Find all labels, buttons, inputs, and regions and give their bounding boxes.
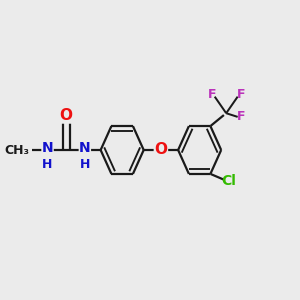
- Text: O: O: [60, 108, 73, 123]
- Text: Cl: Cl: [222, 174, 236, 188]
- Text: H: H: [42, 158, 53, 171]
- Text: F: F: [208, 88, 216, 101]
- Text: F: F: [237, 88, 245, 101]
- Text: CH₃: CH₃: [4, 143, 29, 157]
- Text: H: H: [80, 158, 90, 171]
- Text: N: N: [79, 141, 91, 155]
- Text: F: F: [237, 110, 245, 123]
- Text: O: O: [154, 142, 167, 158]
- Text: N: N: [42, 141, 53, 155]
